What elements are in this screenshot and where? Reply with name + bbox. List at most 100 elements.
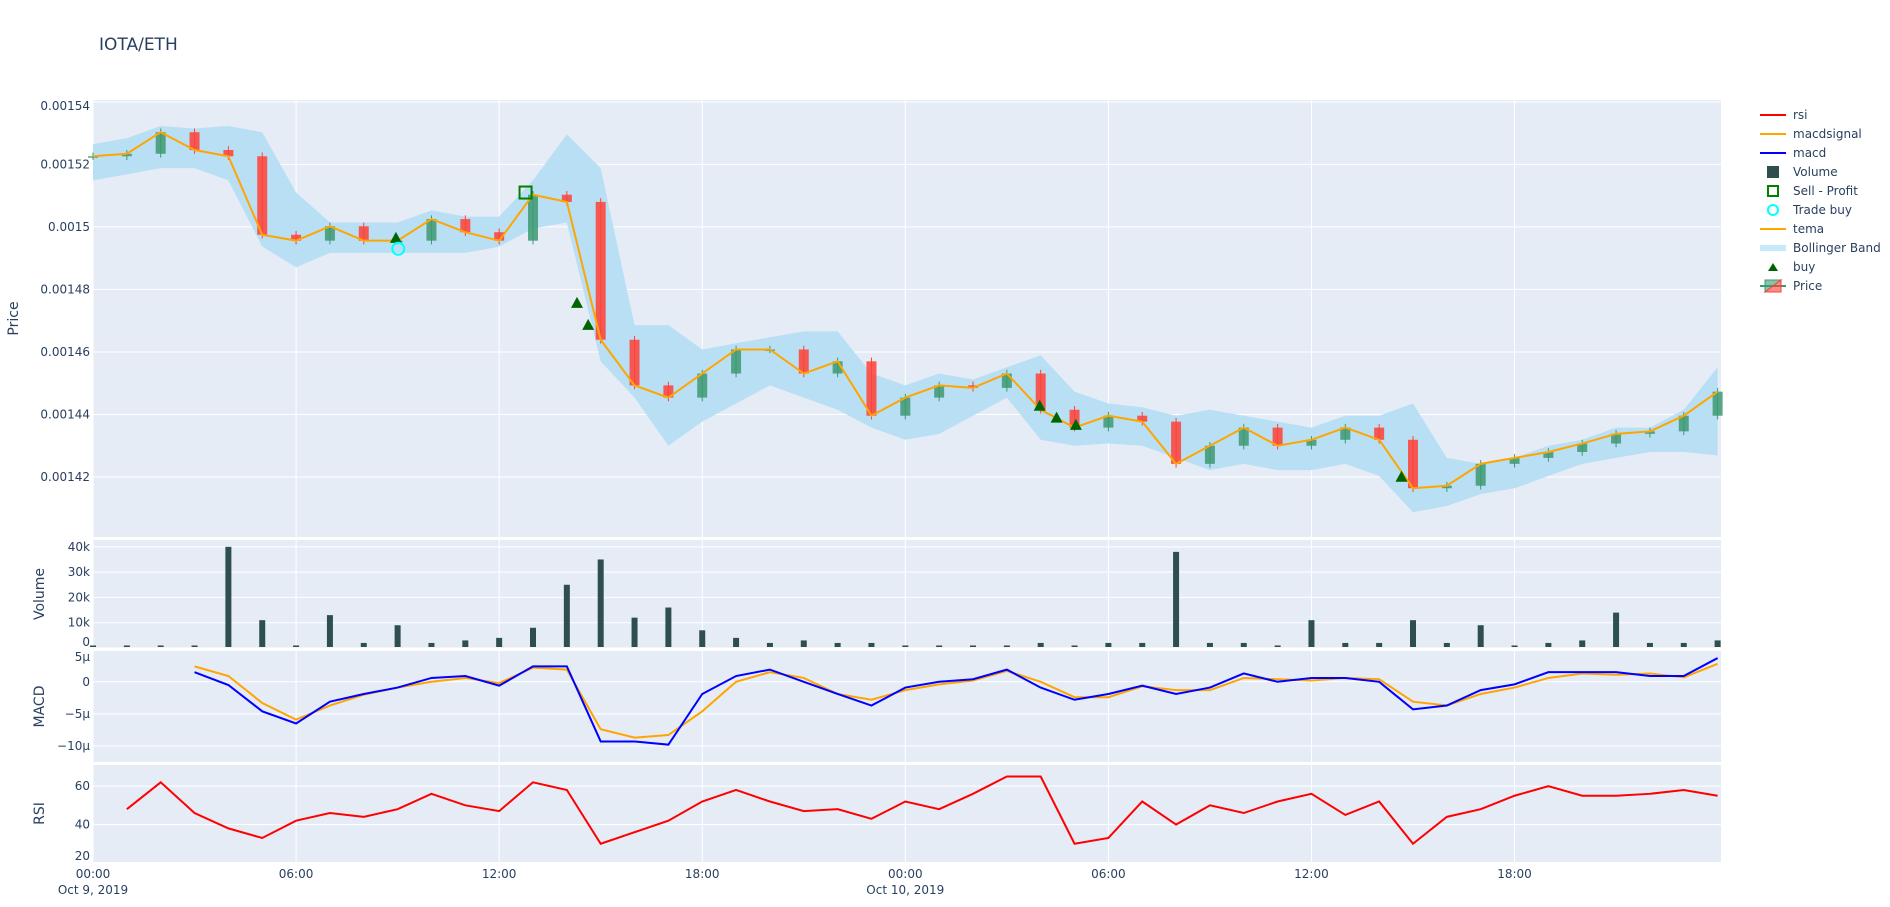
y-axis-title: Volume <box>32 568 48 620</box>
candle-body <box>561 194 572 202</box>
volume-bar <box>123 645 130 647</box>
volume-bar <box>1613 612 1620 647</box>
legend[interactable]: rsi macdsignal macd Volume Sell - Profit Trad… <box>1760 108 1881 293</box>
y-tick-label: 20 <box>75 849 90 863</box>
volume-bar <box>1105 642 1112 647</box>
candle-body <box>1238 427 1249 446</box>
buy-signal-marker <box>582 318 595 330</box>
volume-bar <box>1206 642 1213 647</box>
x-tick-date-label: Oct 9, 2019 <box>58 883 128 897</box>
sell-profit-marker <box>518 185 533 200</box>
volume-bar <box>530 627 536 647</box>
volume-bar <box>259 620 266 647</box>
volume-bar <box>1579 640 1586 647</box>
candle-body <box>832 361 843 374</box>
legend-item-price[interactable]: Price <box>1760 279 1822 293</box>
legend-item-macdsignal[interactable]: macdsignal <box>1760 127 1862 141</box>
x-tick-label: 06:00 <box>279 867 314 881</box>
candle-body <box>426 219 437 241</box>
y-tick-label: 40k <box>68 540 90 554</box>
buy-signal-marker <box>1050 411 1063 423</box>
volume-bar <box>1545 642 1552 647</box>
volume-bar <box>1071 645 1078 647</box>
y-tick-label: 0.0015 <box>48 220 90 234</box>
y-tick-label: 30k <box>68 565 90 579</box>
macd_panel-background <box>93 651 1721 762</box>
y-axis-title: RSI <box>32 802 48 825</box>
legend-item-buy[interactable]: buy <box>1768 260 1815 274</box>
legend-item-sell-profit[interactable]: Sell - Profit <box>1767 184 1858 198</box>
legend-item-macd[interactable]: macd <box>1760 146 1826 160</box>
candle-body <box>1001 373 1012 388</box>
candle-body <box>1272 427 1283 446</box>
candle-body <box>1171 421 1182 464</box>
y-tick-label: 0.00154 <box>40 99 90 113</box>
x-tick-label: 12:00 <box>1294 867 1329 881</box>
volume-bar <box>462 640 469 647</box>
candle-body <box>494 232 505 241</box>
y-tick-label: 20k <box>68 590 90 604</box>
legend-label: Price <box>1793 279 1822 293</box>
candle-body <box>291 234 302 241</box>
legend-item-bollinger-band[interactable]: Bollinger Band <box>1760 241 1881 255</box>
volume-bar <box>631 617 638 647</box>
candle-body <box>968 385 978 388</box>
volume-bar <box>936 645 943 647</box>
candle-body <box>1204 445 1215 464</box>
buy-signal-marker <box>389 231 402 243</box>
legend-label: tema <box>1793 222 1824 236</box>
legend-triangle-icon <box>1768 263 1778 271</box>
x-tick-label: 12:00 <box>482 867 517 881</box>
volume-bar <box>360 642 367 647</box>
legend-label: macd <box>1793 146 1826 160</box>
volume-bar <box>496 637 503 647</box>
candle-body <box>1475 463 1486 486</box>
rsi_panel-background <box>93 765 1721 862</box>
bollinger-band-area <box>93 125 1718 513</box>
buy-signal-marker <box>1069 418 1082 430</box>
volume-bar <box>1511 645 1518 647</box>
candle-body <box>1374 427 1385 440</box>
candle-body <box>121 153 132 157</box>
volume-bar <box>1308 620 1315 647</box>
legend-item-volume[interactable]: Volume <box>1767 165 1838 179</box>
trade-buy-marker <box>391 241 406 256</box>
candle-body <box>358 226 369 241</box>
buy-signal-marker <box>1033 399 1046 411</box>
volume-bar <box>970 645 976 647</box>
volume-bar <box>800 640 807 647</box>
candle-body <box>1069 409 1080 428</box>
y-axis-title: Price <box>6 301 22 335</box>
legend-square-icon <box>1767 166 1779 178</box>
legend-item-rsi[interactable]: rsi <box>1760 108 1808 122</box>
volume-bar <box>1173 551 1180 647</box>
volume-bar <box>394 625 401 647</box>
y-tick-label: −5µ <box>65 707 91 721</box>
macdsignal-line <box>194 662 1718 739</box>
volume-bar <box>665 607 672 647</box>
volume-bar <box>733 637 740 647</box>
candle-body <box>1408 439 1418 489</box>
volume-bar <box>1003 645 1010 647</box>
volume-bar <box>868 642 875 647</box>
legend-item-tema[interactable]: tema <box>1760 222 1824 236</box>
volume-bar <box>1646 642 1653 647</box>
candle-body <box>1306 439 1317 446</box>
legend-label: macdsignal <box>1793 127 1862 141</box>
legend-circle-icon <box>1767 204 1779 216</box>
volume-bar <box>1477 625 1484 647</box>
candle-body <box>1103 415 1114 428</box>
x-tick-label: 18:00 <box>685 867 720 881</box>
legend-band-icon <box>1760 245 1786 251</box>
legend-item-trade-buy[interactable]: Trade buy <box>1767 203 1852 217</box>
volume-bar <box>157 645 164 647</box>
x-tick-label: 06:00 <box>1091 867 1126 881</box>
rsi-line <box>126 775 1718 846</box>
candle-body <box>1137 415 1148 422</box>
volume-bar <box>428 642 435 647</box>
x-tick-label: 00:00 <box>888 867 923 881</box>
candle-body <box>1035 373 1046 410</box>
legend-label: Bollinger Band <box>1793 241 1881 255</box>
candle-body <box>629 339 640 386</box>
